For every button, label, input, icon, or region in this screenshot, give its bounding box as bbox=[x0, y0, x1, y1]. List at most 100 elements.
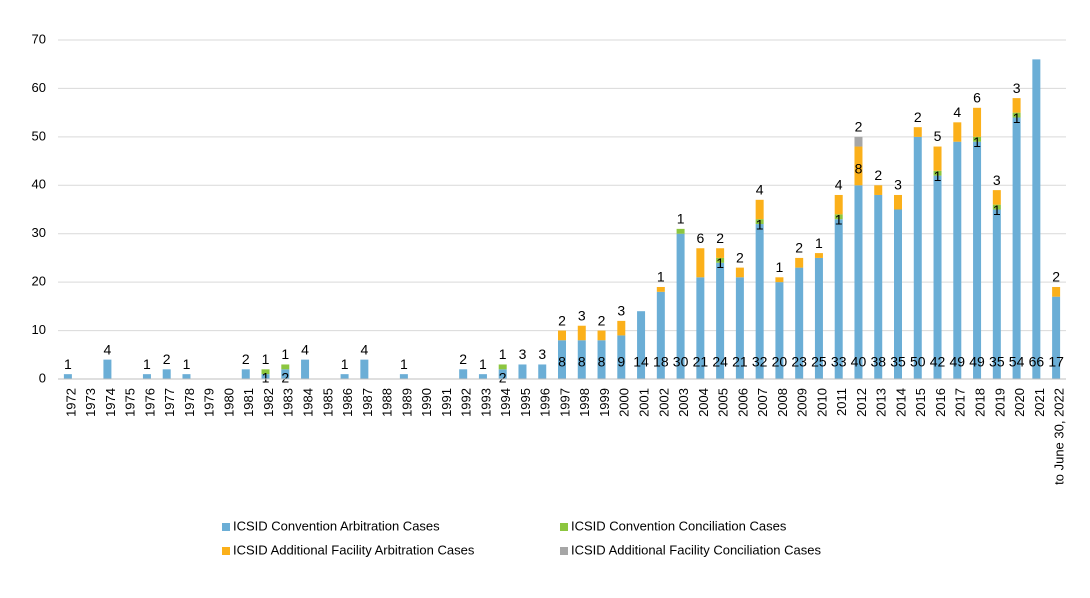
bar-segment bbox=[874, 185, 883, 195]
x-tick-label: 1975 bbox=[123, 388, 138, 417]
x-tick-label: 2005 bbox=[716, 388, 731, 417]
bar-segment bbox=[182, 374, 191, 379]
x-tick-label: 1980 bbox=[221, 388, 236, 417]
value-label: 1 bbox=[993, 202, 1001, 218]
value-label: 50 bbox=[910, 354, 926, 370]
value-label: 5 bbox=[934, 128, 942, 144]
x-tick-label: 2020 bbox=[1012, 388, 1027, 417]
value-label: 1 bbox=[64, 356, 72, 372]
bar-segment bbox=[992, 209, 1001, 379]
bar-segment bbox=[854, 185, 863, 379]
value-label: 2 bbox=[914, 109, 922, 125]
x-tick-label: 1998 bbox=[577, 388, 592, 417]
value-label: 6 bbox=[696, 230, 704, 246]
x-tick-label: 2008 bbox=[775, 388, 790, 417]
x-tick-label: 1972 bbox=[63, 388, 78, 417]
x-tick-label: 1985 bbox=[320, 388, 335, 417]
x-tick-label: 2012 bbox=[854, 388, 869, 417]
bar-segment bbox=[992, 190, 1001, 205]
bar-segment bbox=[973, 107, 982, 137]
x-tick-label: to June 30, 2022 bbox=[1052, 388, 1067, 485]
value-label: 8 bbox=[855, 161, 863, 177]
value-label: 38 bbox=[870, 354, 886, 370]
bar-segment bbox=[716, 248, 725, 258]
value-label: 4 bbox=[104, 341, 112, 357]
bar-segment bbox=[142, 374, 151, 379]
value-label: 1 bbox=[281, 346, 289, 362]
bar-segment bbox=[854, 136, 863, 147]
value-label: 3 bbox=[617, 303, 625, 319]
bar-segment bbox=[637, 311, 646, 379]
bar-segment bbox=[617, 320, 626, 336]
x-tick-label: 2018 bbox=[972, 388, 987, 417]
value-label: 18 bbox=[653, 354, 669, 370]
value-label: 2 bbox=[874, 167, 882, 183]
value-label: 3 bbox=[993, 172, 1001, 188]
x-tick-label: 1984 bbox=[300, 388, 315, 417]
x-tick-label: 2014 bbox=[893, 388, 908, 417]
bar-segment bbox=[933, 170, 942, 176]
y-tick-label: 30 bbox=[32, 225, 46, 240]
value-label: 2 bbox=[598, 312, 606, 328]
legend-swatch bbox=[222, 523, 230, 531]
value-label: 1 bbox=[499, 346, 507, 362]
bar-segment bbox=[696, 277, 705, 379]
value-label: 2 bbox=[558, 312, 566, 328]
value-label: 30 bbox=[673, 354, 689, 370]
bar-segment bbox=[281, 364, 290, 370]
bar-segment bbox=[301, 359, 310, 379]
bar-segment bbox=[656, 286, 665, 292]
x-tick-label: 1995 bbox=[518, 388, 533, 417]
bar-segment bbox=[775, 282, 784, 379]
value-label: 4 bbox=[756, 182, 764, 198]
value-label: 1 bbox=[815, 235, 823, 251]
bar-segment bbox=[854, 146, 863, 186]
bar-segment bbox=[498, 369, 507, 379]
value-label: 24 bbox=[712, 354, 728, 370]
bar-segment bbox=[261, 369, 270, 375]
bar-segment bbox=[814, 253, 823, 258]
bar-segment bbox=[577, 340, 586, 379]
bar-segment bbox=[360, 359, 369, 379]
bar-segment bbox=[716, 257, 725, 263]
bar-segment bbox=[814, 257, 823, 379]
x-tick-label: 1996 bbox=[538, 388, 553, 417]
value-label: 4 bbox=[835, 177, 843, 193]
x-tick-label: 1973 bbox=[83, 388, 98, 417]
value-label: 2 bbox=[736, 249, 744, 265]
y-tick-label: 20 bbox=[32, 274, 46, 289]
bar-segment bbox=[558, 340, 566, 379]
value-label: 2 bbox=[281, 370, 289, 386]
x-tick-label: 1977 bbox=[162, 388, 177, 417]
bar-segment bbox=[795, 257, 804, 268]
bar-segment bbox=[1012, 98, 1021, 113]
bar-segment bbox=[755, 219, 764, 225]
x-tick-label: 2010 bbox=[814, 388, 829, 417]
bar-segment bbox=[1052, 286, 1061, 297]
bar-segment bbox=[577, 325, 586, 341]
value-label: 4 bbox=[301, 341, 309, 357]
bar-segment bbox=[597, 340, 606, 379]
bar-segment bbox=[973, 136, 982, 142]
value-label: 42 bbox=[930, 354, 946, 370]
bar-segment bbox=[241, 369, 250, 379]
legend-label: ICSID Convention Conciliation Cases bbox=[571, 518, 787, 533]
x-tick-label: 2006 bbox=[735, 388, 750, 417]
y-tick-label: 50 bbox=[32, 128, 46, 143]
legend-swatch bbox=[560, 523, 568, 531]
value-label: 1 bbox=[934, 168, 942, 184]
bar-segment bbox=[676, 233, 685, 379]
x-tick-label: 2019 bbox=[992, 388, 1007, 417]
bar-segment bbox=[953, 122, 962, 142]
x-tick-label: 2021 bbox=[1032, 388, 1047, 417]
y-tick-label: 60 bbox=[32, 80, 46, 95]
bar-segment bbox=[735, 267, 744, 278]
y-tick-label: 10 bbox=[32, 322, 46, 337]
bar-segment bbox=[281, 369, 290, 379]
value-label: 1 bbox=[183, 356, 191, 372]
value-label: 8 bbox=[558, 354, 566, 370]
x-tick-label: 1993 bbox=[478, 388, 493, 417]
bar-segment bbox=[775, 277, 784, 283]
bar-segment bbox=[716, 262, 725, 379]
